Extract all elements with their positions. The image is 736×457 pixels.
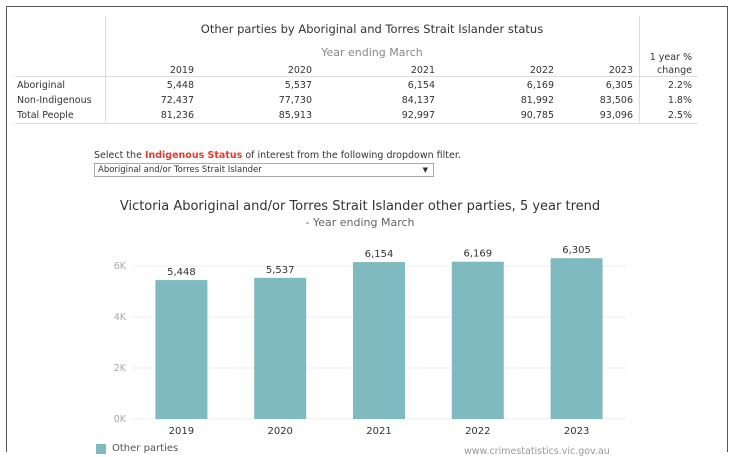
bar	[254, 277, 307, 419]
filter-label-highlight: Indigenous Status	[144, 150, 243, 161]
change-cell: 2.2%	[667, 80, 692, 91]
change-header: 1 year % change	[642, 51, 692, 77]
legend-swatch	[96, 444, 106, 454]
y-tick-label: 0K	[114, 414, 127, 425]
y-tick-label: 2K	[114, 363, 127, 374]
year-header: 2019	[169, 65, 194, 76]
x-tick-label: 2019	[169, 426, 194, 437]
x-tick-label: 2023	[564, 426, 589, 437]
table-cell: 5,537	[284, 80, 312, 91]
x-tick-label: 2021	[366, 426, 391, 437]
table-divider	[15, 123, 698, 124]
table-cell: 5,448	[166, 80, 194, 91]
x-tick-label: 2022	[465, 426, 490, 437]
bar	[155, 280, 208, 419]
data-label: 6,169	[463, 249, 492, 260]
table-cell: 93,096	[599, 110, 633, 121]
row-label-non-indigenous: Non-Indigenous	[17, 95, 92, 106]
table-cell: 83,506	[599, 95, 633, 106]
table-title: Other parties by Aboriginal and Torres S…	[200, 22, 544, 36]
year-header: 2022	[529, 65, 554, 76]
y-tick-label: 6K	[114, 261, 127, 272]
bar	[550, 258, 603, 419]
bar	[451, 261, 504, 419]
table-divider	[15, 76, 698, 77]
change-header-line2: change	[657, 65, 692, 76]
table-cell: 6,169	[526, 80, 554, 91]
bar	[353, 262, 405, 419]
table-divider	[105, 16, 106, 124]
change-cell: 1.8%	[667, 95, 692, 106]
x-tick-label: 2020	[267, 426, 292, 437]
table-cell: 72,437	[160, 95, 194, 106]
table-cell: 77,730	[278, 95, 312, 106]
chart-title: Victoria Aboriginal and/or Torres Strait…	[119, 199, 601, 214]
indigenous-status-dropdown[interactable]: Aboriginal and/or Torres Strait Islander…	[94, 163, 434, 177]
dropdown-value: Aboriginal and/or Torres Strait Islander	[98, 165, 262, 175]
row-label-total-people: Total People	[17, 110, 74, 121]
summary-table: Other parties by Aboriginal and Torres S…	[15, 16, 698, 124]
table-cell: 6,305	[605, 80, 633, 91]
table-cell: 6,154	[407, 80, 435, 91]
year-header: 2023	[608, 65, 633, 76]
change-cell: 2.5%	[667, 110, 692, 121]
filter-label-prefix: Select the	[94, 150, 145, 161]
change-header-line1: 1 year %	[649, 52, 692, 63]
y-tick-label: 4K	[114, 312, 127, 323]
data-label: 6,305	[562, 245, 591, 256]
legend-label: Other parties	[112, 443, 179, 454]
data-label: 5,448	[167, 267, 196, 278]
table-cell: 81,236	[160, 110, 194, 121]
data-label: 6,154	[365, 249, 394, 260]
table-subtitle: Year ending March	[321, 46, 423, 59]
filter-label: Select the Indigenous Status of interest…	[94, 150, 461, 161]
table-cell: 92,997	[401, 110, 435, 121]
table-cell: 84,137	[401, 95, 435, 106]
table-divider	[639, 16, 640, 124]
year-header: 2020	[287, 65, 312, 76]
data-label: 5,537	[266, 265, 295, 276]
table-cell: 90,785	[520, 110, 554, 121]
source-credit: www.crimestatistics.vic.gov.au	[464, 446, 610, 457]
year-header: 2021	[410, 65, 435, 76]
row-label-aboriginal: Aboriginal	[17, 80, 66, 91]
chart-subtitle: - Year ending March	[305, 216, 415, 229]
filter-label-suffix: of interest from the following dropdown …	[242, 150, 461, 161]
table-cell: 85,913	[278, 110, 312, 121]
table-cell: 81,992	[520, 95, 554, 106]
chevron-down-icon[interactable]: ▼	[422, 166, 428, 174]
